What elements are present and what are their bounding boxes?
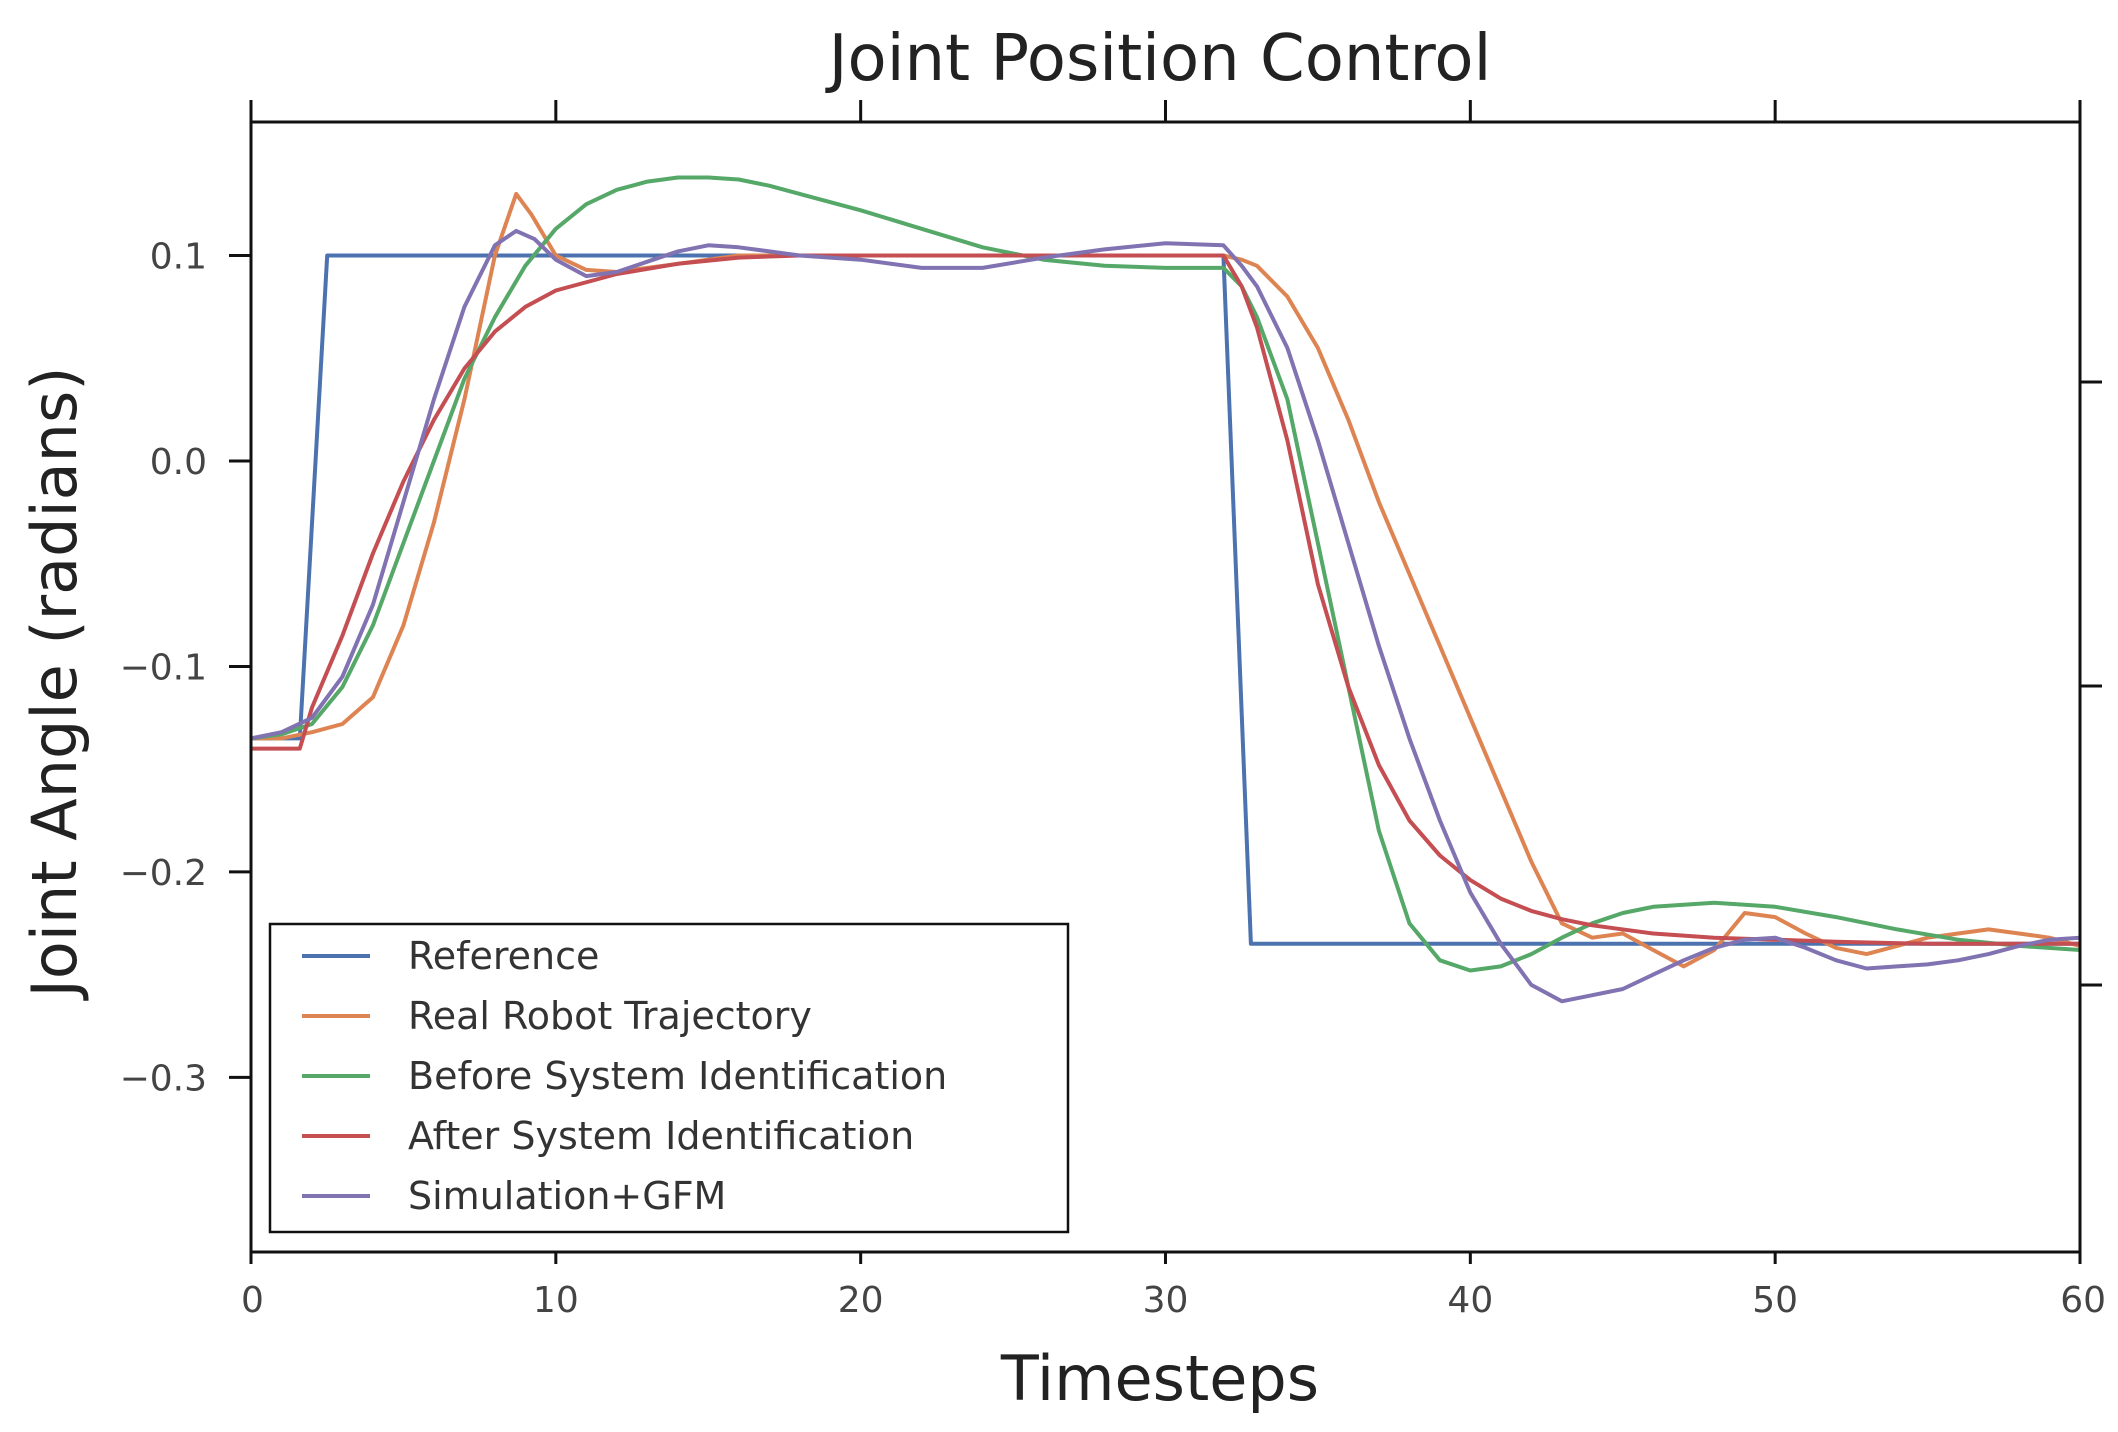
- legend-item: Real Robot Trajectory: [302, 994, 812, 1038]
- y-tick-label: −0.3: [120, 1058, 207, 1099]
- series-group: [251, 175, 2080, 1004]
- legend-item: After System Identification: [302, 1114, 914, 1158]
- legend-item: Simulation+GFM: [302, 1174, 726, 1218]
- chart-title: Joint Position Control: [825, 22, 1492, 96]
- x-tick-label: 50: [1752, 1280, 1798, 1321]
- x-tick-label: 60: [2060, 1280, 2106, 1321]
- x-tick-label: 20: [838, 1280, 884, 1321]
- legend-label: Before System Identification: [408, 1054, 947, 1098]
- x-axis-label: Timesteps: [1000, 1342, 1319, 1415]
- x-tick-label: 40: [1447, 1280, 1493, 1321]
- series-line-before-system-identification: [251, 175, 2080, 973]
- y-tick-label: −0.2: [120, 853, 207, 894]
- legend-box: [268, 922, 1070, 1234]
- y-tick-label: 0.0: [150, 442, 207, 483]
- y-axis-label: Joint Angle (radians): [18, 367, 91, 1002]
- legend-label: After System Identification: [408, 1114, 914, 1158]
- y-tick-label: 0.1: [150, 237, 207, 278]
- legend-label: Real Robot Trajectory: [408, 994, 812, 1038]
- legend-item: Before System Identification: [302, 1054, 947, 1098]
- series-line-simulation-gfm: [251, 228, 2080, 1004]
- legend-label: Reference: [408, 934, 599, 978]
- x-tick-label: 0: [241, 1280, 264, 1321]
- x-tick-label: 30: [1143, 1280, 1189, 1321]
- series-line-after-system-identification: [251, 253, 2080, 946]
- legend-item: Reference: [302, 934, 599, 978]
- series-line-reference: [251, 253, 2080, 946]
- x-tick-label: 10: [533, 1280, 579, 1321]
- y-tick-label: −0.1: [120, 647, 207, 688]
- series-line-real-robot-trajectory: [251, 191, 2080, 969]
- legend-label: Simulation+GFM: [408, 1174, 726, 1218]
- plot-area: 0 10 20 30 40 50 60 0.1 0.0 −0.1 −0.2 −0.3 Reference…: [120, 100, 2106, 1321]
- legend: Reference Real Robot Trajectory Before Sys…: [268, 922, 1070, 1234]
